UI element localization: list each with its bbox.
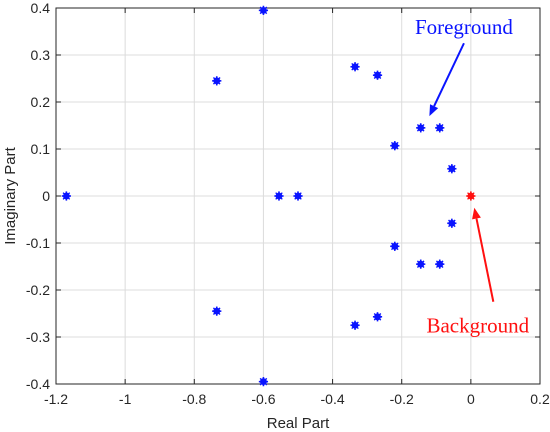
y-axis-label: Imaginary Part — [2, 146, 19, 244]
foreground-pole — [258, 377, 269, 387]
x-tick-label: 0 — [467, 391, 475, 407]
x-tick-label: 0.2 — [530, 391, 550, 407]
foreground-pole — [212, 76, 222, 86]
background-arrow — [472, 207, 495, 302]
y-tick-label: 0.3 — [31, 47, 51, 63]
foreground-arrow — [429, 42, 465, 117]
foreground-pole — [61, 191, 71, 201]
y-tick-label: 0.4 — [31, 0, 51, 16]
foreground-pole — [350, 320, 360, 330]
foreground-pole — [390, 141, 400, 151]
foreground-pole — [447, 164, 457, 174]
foreground-pole — [350, 62, 360, 72]
y-tick-label: 0 — [42, 188, 50, 204]
data-points — [61, 5, 476, 387]
x-tick-label: -0.2 — [390, 391, 414, 407]
y-tick-label: 0.2 — [31, 94, 51, 110]
y-tick-label: 0.1 — [31, 141, 51, 157]
foreground-pole — [274, 191, 284, 201]
y-tick-label: -0.2 — [26, 282, 50, 298]
foreground-pole — [293, 191, 303, 201]
x-tick-label: -1.2 — [44, 391, 68, 407]
y-tick-label: -0.1 — [26, 235, 50, 251]
foreground-pole — [447, 218, 457, 228]
y-tick-label: -0.4 — [26, 376, 50, 392]
foreground-pole — [258, 5, 269, 15]
y-tick-labels: -0.4 -0.3 -0.2 -0.1 0 0.1 0.2 0.3 0.4 — [26, 0, 50, 392]
foreground-label: Foreground — [415, 15, 513, 39]
x-tick-labels: -1.2 -1 -0.8 -0.6 -0.4 -0.2 0 0.2 — [44, 391, 550, 407]
x-axis-label: Real Part — [267, 415, 330, 432]
foreground-pole — [372, 70, 383, 80]
foreground-pole — [212, 306, 222, 316]
foreground-pole — [435, 123, 445, 133]
x-tick-label: -1 — [119, 391, 132, 407]
foreground-pole — [416, 123, 426, 133]
x-tick-label: -0.4 — [321, 391, 345, 407]
foreground-pole — [390, 241, 400, 251]
foreground-pole — [372, 312, 383, 322]
foreground-pole — [435, 259, 445, 269]
foreground-pole — [416, 259, 426, 269]
background-label: Background — [426, 313, 529, 337]
annotations: Foreground Background — [415, 15, 530, 337]
background-pole — [466, 191, 476, 201]
x-tick-label: -0.6 — [251, 391, 275, 407]
plot-frame — [55, 7, 541, 385]
x-tick-label: -0.8 — [182, 391, 206, 407]
y-tick-label: -0.3 — [26, 329, 50, 345]
